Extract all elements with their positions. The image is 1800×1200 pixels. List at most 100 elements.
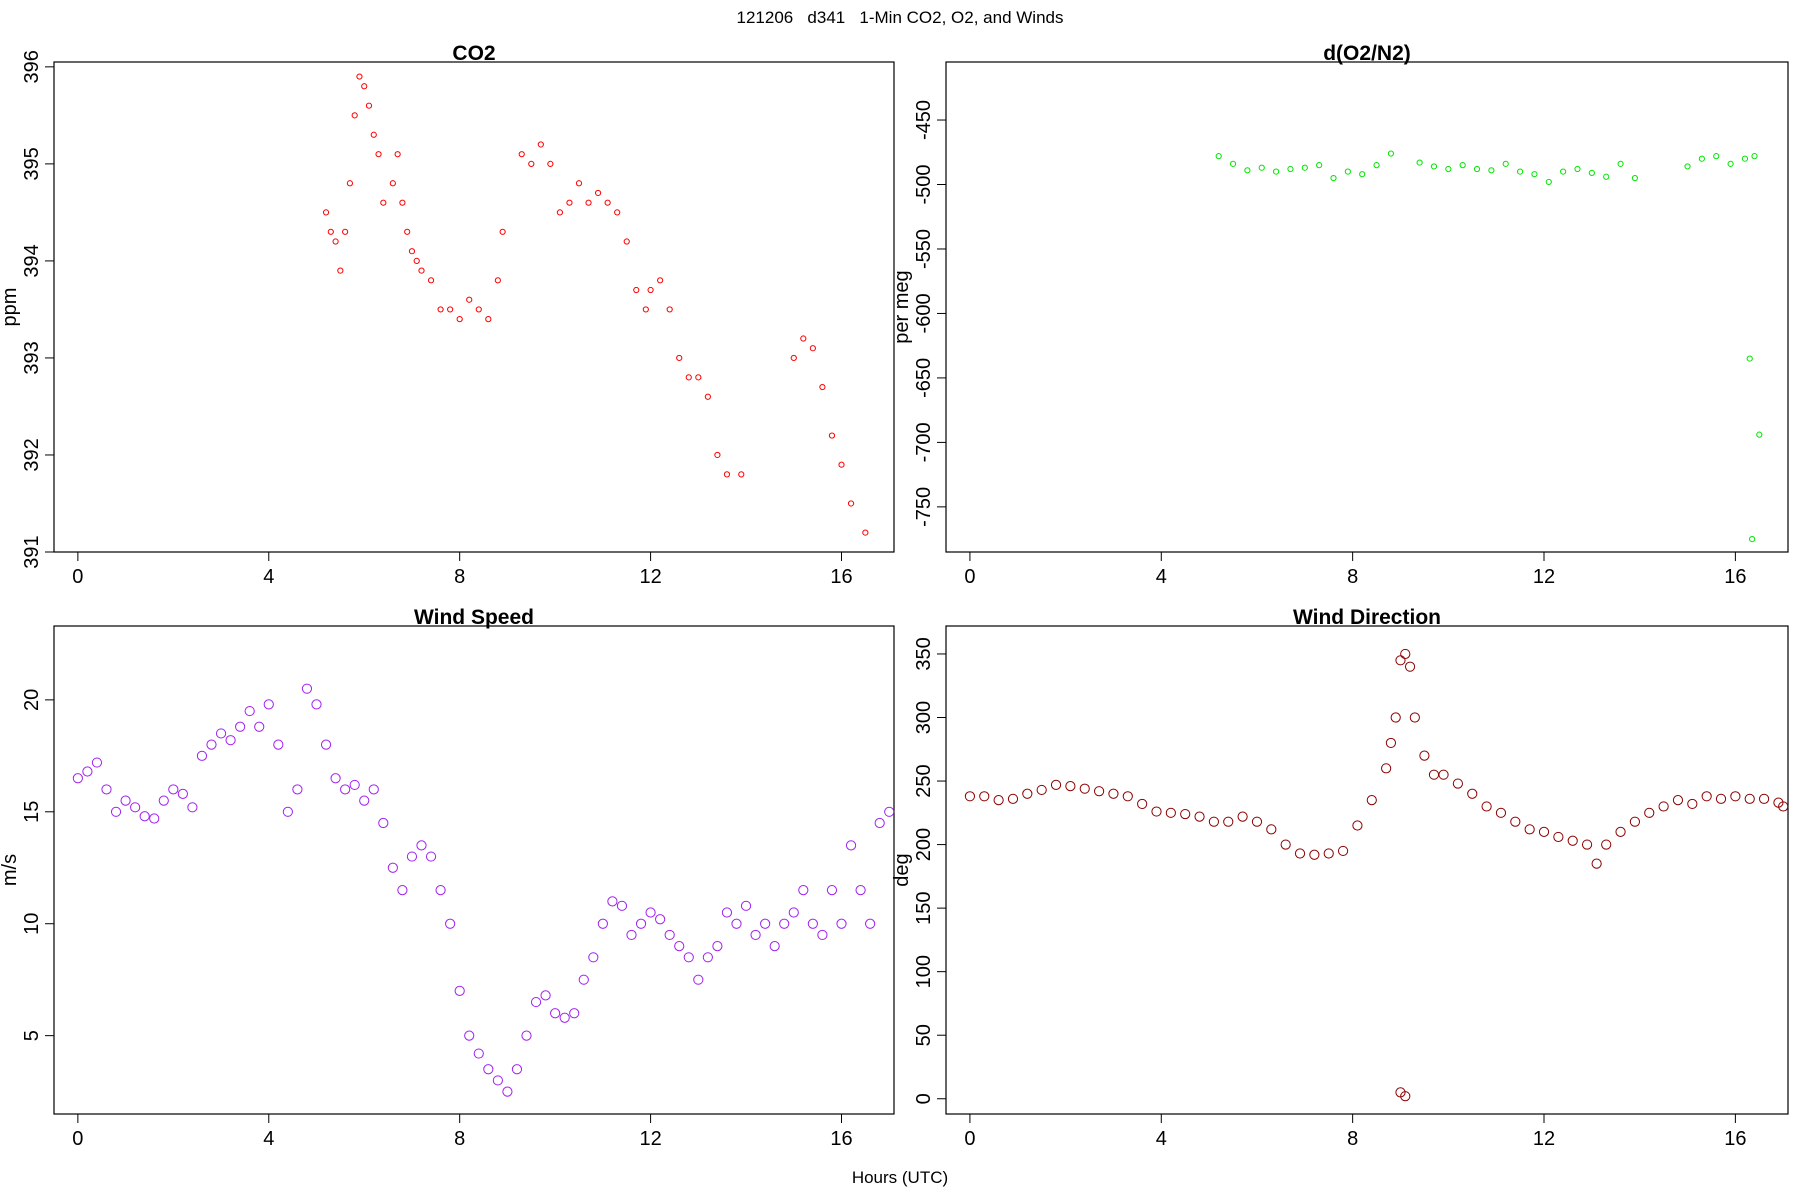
wind-direction-point	[1758, 793, 1770, 804]
wind-speed-point	[349, 779, 360, 791]
co2-point	[647, 286, 654, 294]
wind-direction-x-tick-label: 16	[1724, 1128, 1746, 1150]
wind-direction-plot-frame	[945, 625, 1789, 1115]
wind-speed-point	[206, 739, 217, 750]
o2n2-point	[1531, 171, 1538, 178]
o2n2-point	[1488, 167, 1495, 174]
o2n2-y-tick-label: -650	[913, 358, 935, 398]
co2-point	[528, 160, 535, 167]
wind-speed-point	[177, 788, 188, 799]
wind-speed-point	[855, 885, 866, 896]
o2n2-point	[1588, 169, 1595, 176]
co2-point	[327, 228, 334, 235]
wind-speed-point	[635, 918, 647, 929]
wind-direction-point	[1438, 769, 1449, 780]
wind-speed-point	[225, 735, 236, 746]
wind-speed-point	[292, 784, 303, 795]
wind-speed-point	[282, 806, 293, 817]
wind-direction-point	[1495, 807, 1507, 818]
wind-speed-y-tick-label: 10	[21, 913, 43, 935]
o2n2-point	[1751, 153, 1758, 160]
wind-direction-point	[1409, 712, 1420, 723]
co2-y-tick-label: 394	[21, 244, 43, 277]
o2n2-point	[1229, 160, 1237, 167]
wind-speed-point	[330, 773, 341, 784]
co2-point	[380, 199, 387, 206]
o2n2-point	[1713, 153, 1720, 160]
wind-speed-point	[779, 918, 790, 929]
o2n2-y-tick-label: -450	[913, 100, 935, 140]
wind-speed-point	[82, 766, 93, 777]
wind-direction-x-tick-label: 4	[1156, 1128, 1167, 1150]
wind-direction-point	[964, 791, 976, 802]
co2-point	[676, 354, 683, 362]
wind-direction-point	[1510, 816, 1521, 827]
wind-direction-point	[1615, 826, 1626, 837]
wind-direction-point	[1108, 788, 1119, 799]
wind-direction-point	[1567, 835, 1578, 846]
o2n2-point	[1244, 167, 1251, 174]
o2n2-point	[1617, 160, 1624, 167]
wind-speed-point	[406, 851, 418, 862]
wind-speed-point	[760, 918, 771, 929]
co2-point	[819, 383, 826, 391]
wind-direction-point	[1452, 778, 1463, 789]
wind-speed-point	[139, 811, 150, 822]
wind-direction-point	[1237, 811, 1248, 822]
co2-y-axis-label: ppm	[0, 288, 21, 327]
co2-point	[456, 316, 463, 323]
wind-speed-point	[712, 941, 723, 952]
wind-speed-point	[750, 929, 761, 941]
wind-speed-point	[721, 907, 733, 918]
wind-direction-point	[1122, 791, 1133, 802]
co2-point	[365, 102, 373, 109]
o2n2-y-tick-label: -600	[913, 293, 935, 333]
o2n2-point	[1574, 165, 1581, 173]
wind-direction-x-tick-label: 0	[964, 1128, 975, 1150]
panel-co2: CO2 0 4 8 12 16 391 392 393 394 395 396 ppm	[0, 42, 895, 588]
co2-point	[623, 238, 630, 245]
o2n2-point	[1756, 431, 1763, 438]
wind-speed-point	[158, 795, 169, 806]
wind-direction-point	[1400, 648, 1411, 660]
wind-direction-point	[1337, 845, 1349, 857]
co2-point	[408, 248, 416, 255]
o2n2-point	[1387, 150, 1395, 157]
wind-speed-point	[530, 996, 542, 1008]
wind-speed-point	[540, 990, 551, 1001]
co2-point	[594, 189, 602, 197]
o2n2-point	[1459, 162, 1466, 169]
o2n2-y-tick-label: -700	[913, 422, 935, 462]
co2-point	[537, 141, 544, 148]
wind-speed-title: Wind Speed	[414, 606, 534, 629]
wind-speed-point	[626, 929, 637, 941]
wind-speed-point	[492, 1075, 503, 1086]
o2n2-plot-frame	[945, 61, 1789, 553]
o2n2-title: d(O2/N2)	[1323, 42, 1411, 65]
co2-point	[657, 277, 664, 284]
wind-speed-point	[473, 1048, 484, 1059]
o2n2-point	[1316, 162, 1323, 169]
wind-speed-point	[311, 699, 322, 710]
wind-direction-y-tick-label: 150	[913, 891, 935, 924]
wind-direction-point	[1352, 820, 1363, 831]
wind-speed-point	[798, 885, 809, 896]
wind-speed-point	[416, 840, 427, 851]
wind-direction-point	[1629, 816, 1641, 827]
wind-direction-point	[1428, 769, 1440, 780]
o2n2-point	[1741, 155, 1749, 162]
wind-speed-point	[769, 941, 780, 952]
co2-point	[614, 209, 621, 216]
wind-direction-point	[1744, 793, 1755, 804]
wind-direction-point	[1390, 712, 1401, 723]
o2n2-point	[1516, 168, 1524, 175]
wind-direction-point	[1036, 784, 1047, 796]
wind-speed-point	[845, 840, 857, 851]
wind-direction-point	[1223, 816, 1234, 827]
wind-speed-point	[244, 705, 255, 717]
co2-point	[666, 306, 673, 313]
wind-direction-y-tick-label: 50	[913, 1024, 935, 1046]
co2-point	[370, 131, 377, 138]
wind-speed-plot-frame	[53, 625, 895, 1115]
